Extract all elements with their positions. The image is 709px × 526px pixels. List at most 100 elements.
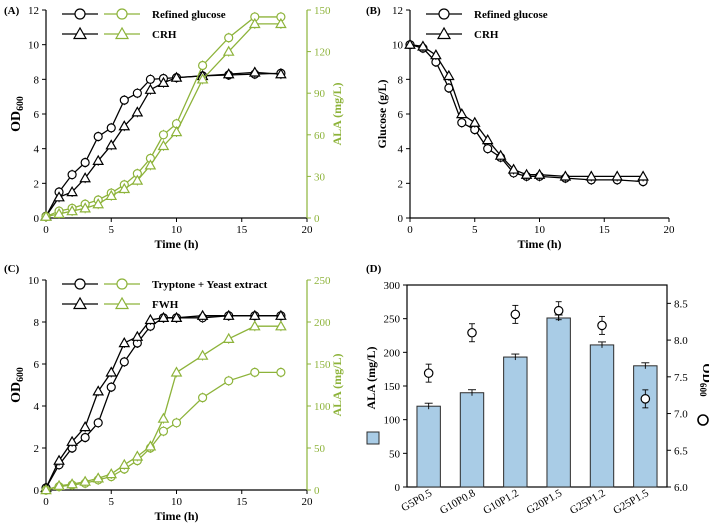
- panel-1-y-tick-label: 0: [398, 213, 404, 225]
- panel-1-series-1-point: [559, 170, 572, 181]
- panel-0-series-0-point: [67, 170, 77, 180]
- panel-2-y2-tick-label: 150: [314, 359, 331, 371]
- panel-2-series-3-point: [105, 468, 118, 479]
- panel-3-od-point: [510, 309, 521, 320]
- panel-3-frame: [406, 284, 668, 488]
- panel-0-x-tick-label: 10: [171, 224, 183, 236]
- panel-1-y-axis-title: Glucose (g/L): [375, 80, 389, 149]
- panel-2-x-tick-label: 5: [109, 496, 115, 508]
- panel-3-bar: [416, 405, 441, 488]
- panel-2-series-3-point: [79, 475, 91, 486]
- panel-1-series-1-point: [443, 69, 455, 81]
- panel-0-series-1-point: [79, 172, 91, 183]
- panel-1-x-axis-title: Time (h): [517, 237, 561, 251]
- panel-3-category-label: G5P0.5: [399, 487, 434, 514]
- panel-0-series-3-line: [45, 23, 281, 218]
- panel-2-y2-tick-label: 0: [314, 485, 320, 497]
- panel-1-y-tick-label: 10: [392, 40, 404, 52]
- panel-3-y2-axis-title-main: OD: [700, 363, 709, 383]
- panel-2-legend-marker: [114, 296, 130, 310]
- panel-1-series-1-point: [637, 170, 649, 181]
- panel-0-y-tick-label: 4: [34, 144, 40, 156]
- panel-0-series-3-point: [105, 189, 118, 201]
- panel-2-series-3-point: [118, 458, 131, 469]
- panel-0-legend-label: CRH: [152, 29, 177, 41]
- panel-3-od-point: [467, 327, 477, 338]
- panel-2-series-3-point: [196, 349, 209, 360]
- panel-2-series-1-point: [66, 435, 78, 446]
- panel-2-series-0-line: [45, 315, 281, 489]
- panel-0-y-tick-label: 2: [34, 178, 40, 190]
- panel-0-series-3-point: [275, 17, 287, 29]
- panel-1-series-1-point: [494, 149, 507, 160]
- panel-0-series-1-point: [92, 154, 105, 165]
- panel-1-series-0-line: [409, 44, 644, 183]
- panel-3-label: (D): [366, 263, 382, 275]
- panel-3-y-tick-label: 50: [389, 448, 401, 460]
- panel-2-x-tick-label: 10: [171, 496, 183, 508]
- panel-0-legend-marker: [72, 26, 88, 40]
- panel-0-series-0-point: [93, 131, 103, 142]
- panel-2-series-1-point: [53, 454, 65, 465]
- panel-0-series-3-point: [131, 174, 144, 185]
- panel-1-series-1-point: [417, 40, 429, 51]
- panel-2-y-axis-title-subscript: 600: [15, 367, 26, 382]
- panel-0-x-tick-label: 20: [302, 224, 314, 236]
- panel-3-od-point: [553, 305, 564, 316]
- panel-3-y2-tick-label: 7.0: [674, 409, 688, 421]
- panel-1-series-1-point: [520, 168, 533, 179]
- panel-0-series-1-point: [66, 185, 78, 197]
- panel-1-series-1-point: [430, 49, 442, 60]
- panel-2-legend-label: FWH: [152, 299, 179, 311]
- panel-2-series-2-point: [224, 376, 234, 386]
- panel-2-series-0-point: [93, 418, 103, 428]
- panel-2-series-3-point: [222, 332, 235, 343]
- panel-0-legend-marker: [116, 8, 128, 20]
- panel-3-category-label: G10P1.2: [481, 487, 521, 517]
- panel-1-y-tick-label: 2: [398, 178, 404, 190]
- panel-0-series-3-point: [53, 207, 65, 219]
- panel-1-legend-label: Refined glucose: [474, 9, 548, 21]
- panel-2-series-1-point: [105, 366, 118, 377]
- panel-2-x-tick-label: 0: [43, 496, 49, 508]
- panel-2-series-1-point: [222, 309, 235, 320]
- panel-2-series-1-point: [248, 309, 261, 320]
- panel-2-legend-marker: [72, 296, 88, 310]
- panel-0-series-1-point: [105, 139, 118, 150]
- panel-2-series-0-point: [106, 382, 116, 392]
- panel-2-series-1-point: [131, 330, 144, 341]
- panel-2-y-tick-label: 2: [34, 443, 40, 455]
- panel-2-series-3-point: [131, 450, 144, 461]
- panel-0-series-0-point: [119, 95, 129, 105]
- panel-1-x-tick-label: 0: [407, 224, 413, 236]
- panel-1-series-1-point: [481, 133, 494, 145]
- panel-1-y-tick-label: 4: [398, 144, 404, 156]
- panel-3-y-tick-label: 150: [384, 381, 401, 393]
- panel-2-y2-tick-label: 200: [314, 317, 331, 329]
- panel-2-series-2-point: [276, 367, 286, 377]
- panel-0-label: (A): [4, 5, 20, 17]
- panel-0-series-0-point: [80, 157, 90, 168]
- panel-2-series-1-point: [144, 313, 157, 325]
- panel-0-y-tick-label: 12: [28, 5, 39, 17]
- panel-1-series-1-point: [455, 107, 468, 119]
- panel-0-legend-marker: [74, 8, 86, 20]
- panel-0-legend-marker: [114, 26, 130, 40]
- panel-2-series-3-line: [45, 325, 281, 491]
- panel-3-y2-tick-label: 6.5: [674, 445, 688, 457]
- panel-3-od-point: [640, 394, 651, 404]
- panel-0-series-1-point: [53, 191, 65, 202]
- panel-2-y-tick-label: 6: [34, 359, 40, 371]
- panel-0-series-0-point: [145, 74, 155, 84]
- panel-1-label: (B): [366, 5, 381, 17]
- panel-3-category-label: G25P1.5: [611, 487, 651, 517]
- panel-2-series-1-point: [92, 385, 105, 396]
- panel-1-legend-marker: [438, 8, 450, 20]
- panel-0-series-1-point: [144, 83, 157, 94]
- panel-0-series-3-point: [92, 198, 105, 209]
- panel-3-category-label: G20P1.5: [525, 487, 565, 517]
- panel-3-y-tick-label: 250: [384, 314, 401, 326]
- panel-2-series-3-point: [275, 320, 287, 331]
- panel-2-y-tick-label: 4: [34, 401, 40, 413]
- panel-3-y-axis-title: ALA (mg/L): [364, 346, 378, 409]
